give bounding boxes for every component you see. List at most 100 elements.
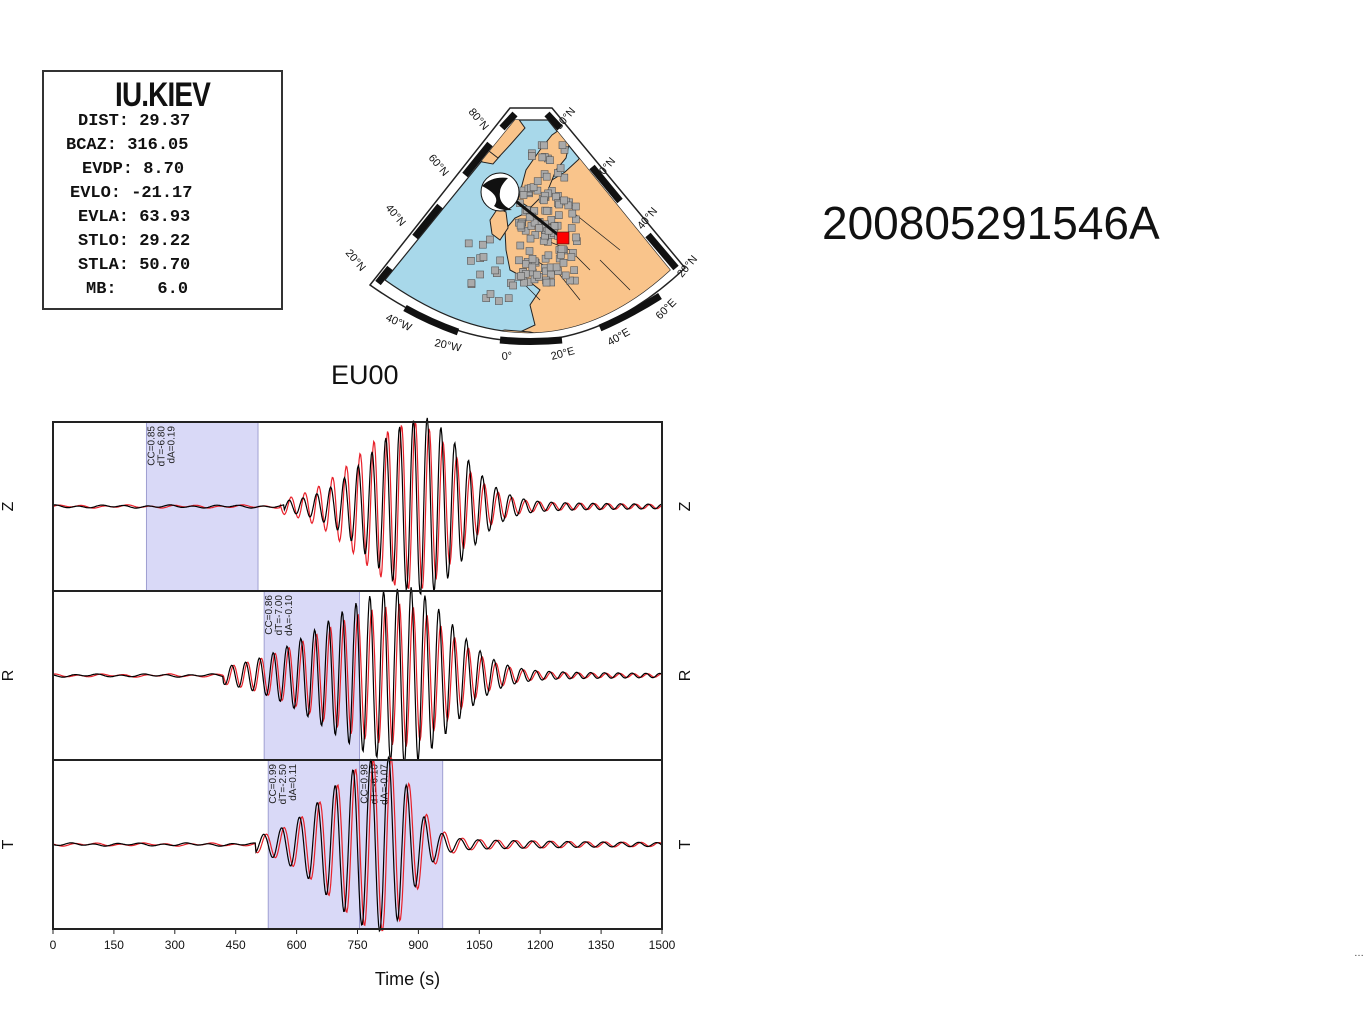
window-annotation: dA=0.11 [288, 764, 299, 801]
seismic-station-marker [561, 271, 570, 280]
synthetic-trace-t [52, 756, 663, 932]
map-lat-label: 80°N [466, 106, 491, 133]
seismic-station-marker [552, 192, 560, 201]
info-mb: MB: 6.0 [86, 280, 189, 299]
window-annotation: dA=-0.10 [284, 595, 295, 636]
seismic-station-marker [546, 156, 554, 165]
seismic-station-marker [509, 281, 517, 290]
x-tick-label: 1350 [588, 938, 615, 952]
focal-mechanism-beachball [480, 172, 520, 212]
seismic-station-marker [555, 200, 563, 209]
window-annotation: CC=0.86 [264, 595, 275, 635]
seismic-station-marker [467, 257, 475, 265]
component-label: R [0, 670, 17, 682]
station-map: 80°N 60°N 40°N 20°N 80°N 60°N 40°N 20°N … [343, 105, 700, 363]
window-annotation: CC=0.98 [360, 764, 371, 804]
seismic-station-marker [517, 272, 525, 280]
seismic-station-marker [542, 278, 551, 287]
network-label: EU00 [331, 360, 399, 390]
window-annotation: dT=-2.50 [278, 764, 289, 805]
seismic-station-marker [464, 239, 473, 248]
map-lat-label: 60°N [593, 155, 618, 182]
seismic-station-marker [529, 183, 538, 191]
seismic-station-marker [530, 218, 539, 227]
seismic-station-marker [547, 270, 555, 279]
component-label: Z [0, 501, 17, 511]
map-lat-label: 20°N [675, 253, 700, 280]
component-label: R [677, 670, 694, 682]
map-lat-label: 80°N [553, 105, 578, 132]
info-stla: STLA: 50.70 [78, 256, 191, 275]
seismic-station-marker [486, 235, 494, 244]
x-tick-label: 450 [226, 938, 246, 952]
data-trace-t [52, 755, 663, 933]
seismic-station-marker [570, 266, 578, 274]
seismic-station-marker [526, 234, 535, 243]
component-label: T [0, 839, 17, 849]
info-evlo: EVLO: -21.17 [70, 184, 193, 203]
seismic-station-marker [566, 276, 574, 285]
x-axis-label: Time (s) [375, 969, 440, 989]
seismic-station-marker [515, 256, 523, 265]
seismic-station-marker [486, 290, 495, 298]
window-annotation: CC=0.85 [146, 426, 157, 466]
seismic-station-marker [528, 152, 536, 160]
seismic-station-marker [467, 279, 476, 287]
seismic-station-marker [496, 256, 504, 265]
seismic-station-marker [482, 294, 490, 302]
seismic-station-marker [495, 297, 503, 305]
seismic-station-marker [557, 245, 566, 253]
x-tick-label: 300 [165, 938, 185, 952]
x-tick-label: 0 [50, 938, 57, 952]
edge-mark: … [1354, 948, 1364, 959]
window-annotation: CC=0.99 [268, 764, 279, 804]
map-lat-label: 60°N [426, 152, 451, 179]
map-lon-label: 0° [501, 350, 513, 363]
data-trace-z [52, 417, 663, 596]
info-evla: EVLA: 63.93 [78, 208, 191, 227]
component-label: Z [677, 501, 694, 511]
info-dist: DIST: 29.37 [78, 112, 191, 131]
seismic-station-marker [559, 259, 568, 267]
seismic-station-marker [567, 224, 576, 232]
map-lon-label: 40°E [606, 326, 633, 348]
station-name: IU.KIEV [115, 76, 211, 114]
map-lon-label: 40°W [384, 312, 414, 335]
x-tick-label: 1200 [527, 938, 554, 952]
seismic-station-marker [572, 202, 580, 211]
synthetic-trace-z [52, 421, 663, 589]
component-label: T [677, 839, 694, 849]
event-id: 200805291546A [822, 197, 1160, 249]
seismic-station-marker [491, 266, 499, 275]
seismic-station-marker [544, 251, 553, 260]
map-lon-label: 20°W [433, 337, 463, 354]
seismic-station-marker [528, 263, 537, 272]
map-lat-label: 20°N [343, 247, 368, 274]
station-markers [464, 141, 581, 305]
x-tick-label: 1050 [466, 938, 493, 952]
info-bcaz: BCAZ: 316.05 [66, 136, 189, 155]
seismic-station-marker [519, 191, 528, 199]
map-lat-label: 40°N [383, 202, 408, 229]
seismic-station-marker [552, 263, 561, 272]
x-tick-label: 600 [287, 938, 307, 952]
seismic-station-marker [564, 201, 573, 210]
seismic-station-marker [533, 177, 542, 185]
target-station-marker [556, 231, 570, 245]
seismic-station-marker [538, 153, 547, 162]
x-tick-label: 1500 [649, 938, 676, 952]
seismic-station-marker [556, 164, 565, 172]
seismic-station-marker [504, 294, 513, 302]
seismic-station-marker [479, 240, 487, 249]
seismic-station-marker [542, 172, 551, 181]
x-tick-label: 150 [104, 938, 124, 952]
seismic-station-marker [528, 255, 537, 263]
seismic-station-marker [525, 247, 534, 255]
info-evdp: EVDP: 8.70 [82, 160, 185, 179]
seismic-station-marker [540, 196, 548, 205]
seismic-station-marker [535, 224, 543, 232]
seismic-station-marker [560, 173, 569, 182]
seismic-station-marker [516, 241, 525, 250]
seismic-station-marker [476, 270, 484, 279]
map-frame-ticks [375, 111, 679, 345]
